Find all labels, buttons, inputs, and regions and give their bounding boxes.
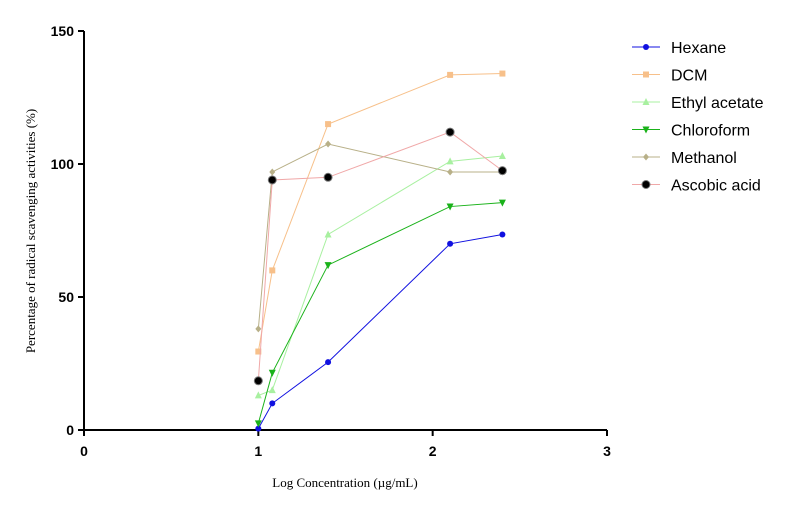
x-tick-label: 2 xyxy=(429,443,437,459)
x-axis-label: Log Concentration (µg/mL) xyxy=(272,475,417,490)
data-point-dcm xyxy=(447,71,454,78)
data-point-hexane xyxy=(499,231,506,238)
plot-area xyxy=(253,70,507,432)
legend-label-chloroform: Chloroform xyxy=(671,123,750,140)
legend-item-chloroform: Chloroform xyxy=(632,123,750,140)
legend-marker-ethyl-acetate xyxy=(642,98,650,105)
x-tick-label: 1 xyxy=(254,443,262,459)
data-point-hexane xyxy=(447,240,454,247)
legend-marker-methanol xyxy=(643,153,649,161)
y-axis-label: Percentage of radical scavenging activit… xyxy=(23,109,38,353)
legend-marker-dcm xyxy=(643,71,649,78)
data-point-methanol xyxy=(447,168,454,176)
legend-label-hexane: Hexane xyxy=(671,40,726,57)
data-point-ethyl-acetate xyxy=(268,386,276,394)
series-methanol xyxy=(255,140,506,333)
series-line-methanol xyxy=(257,143,503,329)
series-line-ascobic-acid xyxy=(257,131,503,381)
data-point-ethyl-acetate xyxy=(254,391,262,399)
series-line-dcm xyxy=(257,73,503,352)
legend-marker-ascobic-acid xyxy=(641,180,651,189)
legend-marker-chloroform xyxy=(642,126,650,134)
data-point-dcm xyxy=(325,121,332,128)
data-point-dcm xyxy=(499,70,506,77)
series-hexane xyxy=(255,231,506,432)
data-point-hexane xyxy=(269,400,276,407)
data-point-ethyl-acetate xyxy=(324,230,332,238)
data-point-ascobic-acid xyxy=(267,175,277,185)
legend-item-ethyl-acetate: Ethyl acetate xyxy=(632,95,764,112)
data-point-ethyl-acetate xyxy=(446,157,454,165)
legend-item-ascobic-acid: Ascobic acid xyxy=(632,178,761,195)
legend-label-ethyl-acetate: Ethyl acetate xyxy=(671,95,764,112)
legend-label-methanol: Methanol xyxy=(671,150,737,167)
legend-label-ascobic-acid: Ascobic acid xyxy=(671,178,761,195)
series-chloroform xyxy=(254,199,506,428)
data-point-chloroform xyxy=(324,262,332,270)
legend-label-dcm: DCM xyxy=(671,68,707,85)
data-point-chloroform xyxy=(268,369,276,377)
data-point-methanol xyxy=(325,140,332,148)
y-tick-label: 150 xyxy=(51,23,75,39)
series-dcm xyxy=(255,70,506,355)
data-point-ascobic-acid xyxy=(445,127,455,137)
series-line-hexane xyxy=(257,233,503,429)
data-point-hexane xyxy=(325,359,332,366)
y-tick-label: 100 xyxy=(51,156,75,172)
y-tick-label: 50 xyxy=(58,289,74,305)
y-tick-label: 0 xyxy=(66,422,74,438)
series-line-chloroform xyxy=(257,202,503,424)
legend-marker-hexane xyxy=(643,44,649,50)
data-point-dcm xyxy=(269,267,276,274)
data-point-chloroform xyxy=(446,203,454,211)
data-point-methanol xyxy=(269,168,276,176)
data-point-ethyl-acetate xyxy=(498,152,506,160)
legend-item-dcm: DCM xyxy=(632,68,707,85)
data-point-ascobic-acid xyxy=(323,172,333,182)
series-ascobic-acid xyxy=(253,127,507,386)
legend-item-methanol: Methanol xyxy=(632,150,737,167)
data-point-dcm xyxy=(255,348,262,355)
series-ethyl-acetate xyxy=(254,152,506,399)
data-point-ascobic-acid xyxy=(253,376,263,386)
data-point-methanol xyxy=(255,325,262,333)
legend: Hexane DCM Ethyl acetate Chloroform Methanol… xyxy=(632,40,764,195)
axes: 0 1 2 3 0 50 100 150 xyxy=(51,23,611,459)
legend-item-hexane: Hexane xyxy=(632,40,726,57)
data-point-chloroform xyxy=(498,199,506,207)
data-point-hexane xyxy=(255,425,262,432)
data-point-chloroform xyxy=(254,420,262,428)
x-tick-label: 3 xyxy=(603,443,611,459)
x-tick-label: 0 xyxy=(80,443,88,459)
data-point-ascobic-acid xyxy=(497,166,507,176)
series-line-ethyl-acetate xyxy=(258,155,503,396)
